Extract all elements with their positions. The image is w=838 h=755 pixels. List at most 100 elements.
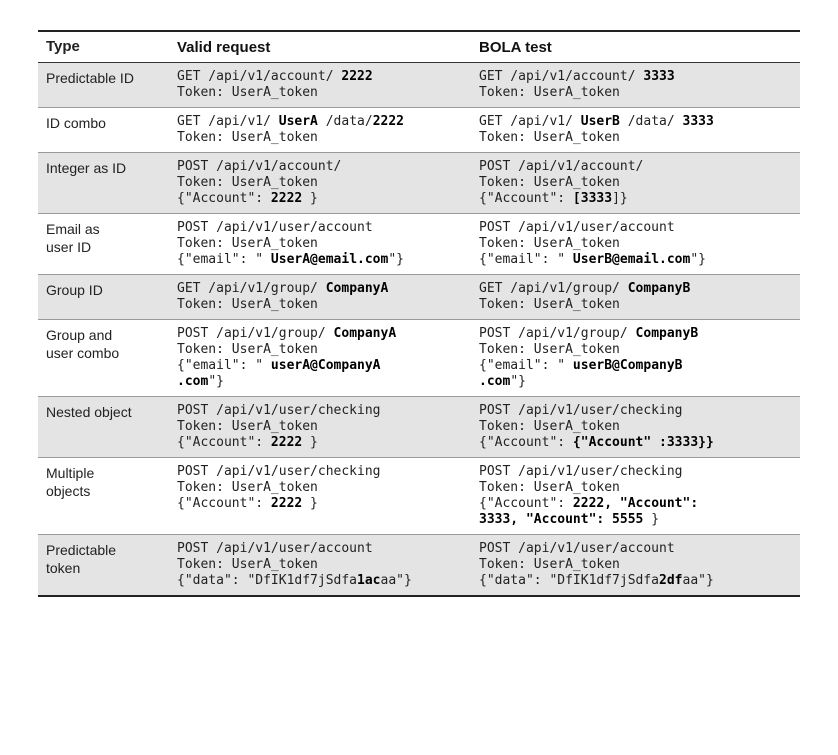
code-text: Token: UserA_token: [479, 419, 620, 434]
code-line: POST /api/v1/user/checking: [177, 464, 472, 480]
valid-request-cell: POST /api/v1/group/ CompanyA Token: UserA…: [170, 320, 472, 396]
code-emphasis: CompanyA: [333, 326, 397, 341]
code-emphasis: UserB@email.com: [572, 252, 691, 267]
type-cell: ID combo: [38, 108, 170, 152]
code-text: POST /api/v1/user/checking: [479, 403, 683, 418]
code-line: Token: UserA_token: [479, 130, 800, 146]
code-text: aa"}: [682, 573, 714, 588]
code-emphasis: 2222: [270, 496, 303, 511]
code-line: POST /api/v1/user/account: [177, 541, 472, 557]
code-text: {"Account":: [177, 191, 271, 206]
code-text: }: [643, 512, 660, 527]
code-line: POST /api/v1/user/checking: [479, 464, 800, 480]
code-emphasis: UserA@email.com: [270, 252, 389, 267]
type-cell: Multiple objects: [38, 458, 170, 534]
table-body: Predictable ID GET /api/v1/account/ 2222 T…: [38, 63, 800, 597]
valid-request-cell: GET /api/v1/account/ 2222 Token: UserA_to…: [170, 63, 472, 107]
header-valid-request: Valid request: [177, 38, 271, 56]
code-line: POST /api/v1/user/checking: [177, 403, 472, 419]
code-text: }: [302, 496, 318, 511]
code-line: {"email": " UserA@email.com"}: [177, 252, 472, 268]
code-emphasis: 2222: [270, 191, 303, 206]
valid-request-cell: GET /api/v1/ UserA /data/2222 Token: User…: [170, 108, 472, 152]
type-label: Group ID: [46, 282, 103, 298]
code-line: POST /api/v1/user/account: [479, 541, 800, 557]
code-line: Token: UserA_token: [479, 85, 800, 101]
code-line: Token: UserA_token: [177, 130, 472, 146]
code-line: POST /api/v1/group/ CompanyB: [479, 326, 800, 342]
valid-request-cell: GET /api/v1/group/ CompanyA Token: UserA_…: [170, 275, 472, 319]
type-cell: Group and user combo: [38, 320, 170, 396]
code-text: /data/: [619, 114, 683, 129]
code-emphasis: 2df: [659, 573, 683, 588]
valid-request-cell: POST /api/v1/user/account Token: UserA_to…: [170, 214, 472, 274]
code-text: "}: [208, 374, 224, 389]
code-line: GET /api/v1/group/ CompanyA: [177, 281, 472, 297]
code-text: Token: UserA_token: [177, 175, 318, 190]
table-top-rule: [38, 30, 800, 32]
table-row: Multiple objects POST /api/v1/user/checkin…: [38, 458, 800, 535]
type-cell: Nested object: [38, 397, 170, 457]
code-line: POST /api/v1/user/account: [177, 220, 472, 236]
type-label: objects: [46, 483, 91, 499]
code-line: Token: UserA_token: [479, 557, 800, 573]
code-line: POST /api/v1/user/account: [479, 220, 800, 236]
code-emphasis: {"Account" :3333}}: [572, 435, 714, 450]
code-line: Token: UserA_token: [479, 236, 800, 252]
code-text: {"email": ": [177, 358, 271, 373]
code-line: Token: UserA_token: [177, 480, 472, 496]
code-line: POST /api/v1/group/ CompanyA: [177, 326, 472, 342]
code-line: .com"}: [479, 374, 800, 390]
table-row: Integer as ID POST /api/v1/account/Token:…: [38, 153, 800, 214]
table-row: Group and user combo POST /api/v1/group/ C…: [38, 320, 800, 397]
type-cell: Integer as ID: [38, 153, 170, 213]
code-text: aa"}: [380, 573, 412, 588]
code-text: GET /api/v1/account/: [177, 69, 342, 84]
code-emphasis: 2222, "Account":: [572, 496, 699, 511]
table-row: Predictable token POST /api/v1/user/accoun…: [38, 535, 800, 597]
code-emphasis: userA@CompanyA: [270, 358, 381, 373]
code-text: {"email": ": [177, 252, 271, 267]
code-line: Token: UserA_token: [177, 342, 472, 358]
code-text: Token: UserA_token: [479, 297, 620, 312]
code-text: GET /api/v1/account/: [479, 69, 644, 84]
code-line: Token: UserA_token: [177, 419, 472, 435]
code-line: Token: UserA_token: [177, 297, 472, 313]
code-text: POST /api/v1/user/account: [177, 220, 373, 235]
code-emphasis: CompanyB: [635, 326, 699, 341]
code-line: Token: UserA_token: [177, 175, 472, 191]
type-cell: Predictable token: [38, 535, 170, 595]
type-label: token: [46, 560, 81, 576]
code-text: Token: UserA_token: [177, 85, 318, 100]
code-line: Token: UserA_token: [177, 557, 472, 573]
bola-test-cell: GET /api/v1/account/ 3333 Token: UserA_to…: [472, 63, 800, 107]
code-emphasis: .com: [479, 374, 511, 389]
code-text: POST /api/v1/user/account: [177, 541, 373, 556]
code-line: {"Account": 2222, "Account":: [479, 496, 800, 512]
table-row: Group ID GET /api/v1/group/ CompanyA Token…: [38, 275, 800, 320]
code-line: Token: UserA_token: [177, 236, 472, 252]
header-type: Type: [46, 38, 80, 55]
code-text: Token: UserA_token: [479, 236, 620, 251]
bola-test-cell: POST /api/v1/user/checking Token: UserA_t…: [472, 458, 800, 534]
code-emphasis: 2222: [270, 435, 303, 450]
code-text: Token: UserA_token: [479, 557, 620, 572]
code-line: {"Account": 2222 }: [177, 496, 472, 512]
code-line: Token: UserA_token: [479, 480, 800, 496]
code-line: 3333, "Account": 5555 }: [479, 512, 800, 528]
code-emphasis: CompanyA: [325, 281, 389, 296]
code-text: Token: UserA_token: [177, 236, 318, 251]
code-emphasis: userB@CompanyB: [572, 358, 683, 373]
code-text: {"email": ": [479, 358, 573, 373]
code-text: {"Account":: [479, 496, 573, 511]
valid-request-cell: POST /api/v1/user/checking Token: UserA_t…: [170, 397, 472, 457]
code-line: {"email": " userA@CompanyA: [177, 358, 472, 374]
code-text: {"Account":: [177, 435, 271, 450]
code-text: {"Account":: [479, 191, 573, 206]
code-line: .com"}: [177, 374, 472, 390]
code-text: POST /api/v1/account/: [479, 159, 644, 174]
table-row: ID combo GET /api/v1/ UserA /data/2222 Tok…: [38, 108, 800, 153]
table-row: Predictable ID GET /api/v1/account/ 2222 T…: [38, 63, 800, 108]
code-text: Token: UserA_token: [177, 480, 318, 495]
header-bola-test: BOLA test: [479, 38, 552, 56]
